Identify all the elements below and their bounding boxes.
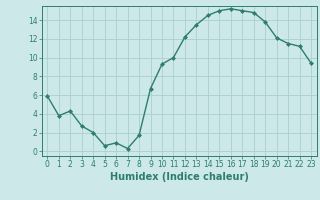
X-axis label: Humidex (Indice chaleur): Humidex (Indice chaleur) (110, 172, 249, 182)
